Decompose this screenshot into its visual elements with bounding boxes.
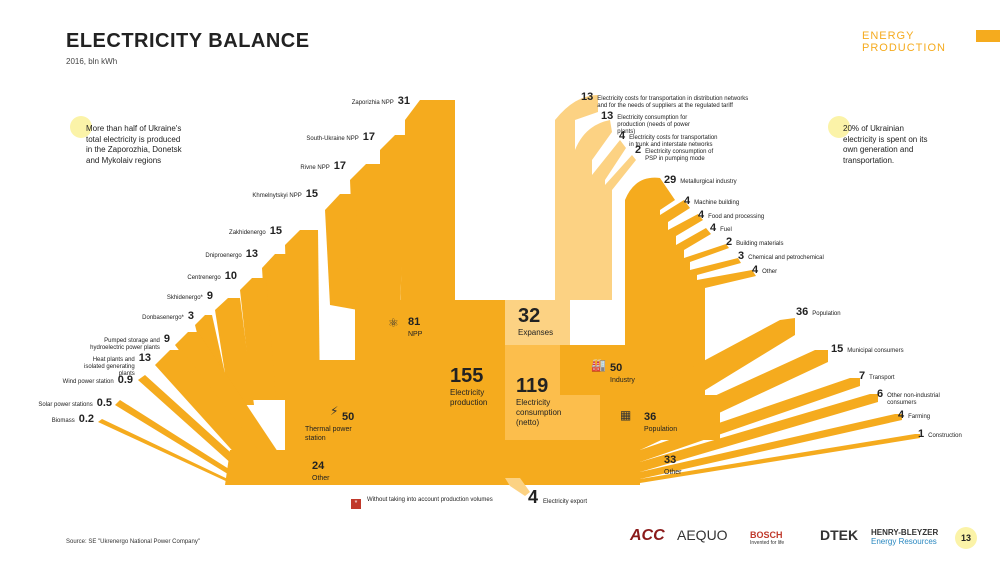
logo-henry-bleyzer: HENRY-BLEYZER Energy Resources [871, 528, 939, 546]
label-solar: Solar power stations 0.5 [38, 397, 112, 409]
label-heat: Heat plants and isolated generating plan… [84, 352, 151, 377]
label-exp-psp: 2 Electricity consumption of PSP in pumpi… [635, 144, 714, 162]
flow-metallurgy [625, 177, 675, 345]
label-pumped: Pumped storage and hydroelectric power p… [90, 333, 170, 351]
hub-other-left: 24 Other [312, 460, 330, 482]
label-machine: 4 Machine building [684, 195, 740, 207]
label-zaporizhia: Zaporizhia NPP 31 [351, 95, 410, 107]
flow-construction [640, 434, 920, 483]
flow-solar [115, 400, 240, 479]
label-fuel: 4 Fuel [710, 222, 732, 234]
label-centrenergo: Centrenergo 10 [187, 270, 237, 282]
hub-industry: 50 Industry [610, 362, 635, 384]
other-right-block [505, 440, 640, 485]
note-circle-left [70, 116, 92, 138]
label-chemical: 3 Chemical and petrochemical [738, 250, 824, 262]
label-exp-production: 13 Electricity consumption for production… [601, 110, 690, 135]
footnote-mark: * [351, 499, 361, 509]
flow-fuel [676, 228, 711, 350]
flow-food [668, 214, 703, 345]
label-metallurgy: 29 Metallurgical industry [664, 174, 737, 186]
logo-aequo: AEQUO [677, 527, 728, 543]
label-other-nonind: 6 Other non-industrial consumers [877, 388, 940, 406]
hub-thermal: 50 Thermal power station [305, 411, 355, 442]
label-biomass: Biomass 0.2 [51, 413, 94, 425]
hub-production: 155 Electricity production [450, 365, 488, 407]
hub-consumption: 119 Electricity consumption (netto) [516, 375, 562, 427]
flow-transport [640, 378, 860, 462]
flow-other-nonind [640, 394, 878, 472]
label-farming: 4 Farming [898, 409, 931, 421]
label-building: 2 Building materials [726, 236, 784, 248]
expanses-block [505, 300, 570, 345]
label-exp-trunk: 4 Electricity costs for transportation in… [619, 130, 718, 148]
production-block [440, 300, 506, 485]
hub-npp: 81 NPP [408, 316, 423, 338]
flow-exp-distribution [555, 95, 598, 300]
flow-wind [138, 375, 250, 474]
house-icon: ▦ [620, 408, 632, 422]
flow-rivne [350, 164, 382, 305]
page-subtitle: 2016, bln kWh [66, 57, 118, 66]
factory-icon: 🏭 [591, 358, 606, 372]
flow-zaporizhia [400, 100, 455, 305]
flow-export [505, 478, 530, 496]
flow-biomass [98, 419, 232, 483]
source-text: Source: SE "Ukrenergo National Power Com… [66, 539, 200, 545]
label-food: 4 Food and processing [698, 209, 765, 221]
label-donbasenergo: Donbasenergo* 3 [142, 310, 194, 322]
logo-bosch: BOSCH Invented for life [750, 530, 785, 546]
label-dniproenergo: Dniproenergo 13 [205, 248, 258, 260]
page-number: 13 [955, 527, 977, 549]
label-rivne: Rivne NPP 17 [300, 160, 346, 172]
label-skhidenergo: Skhidenergo* 9 [166, 290, 213, 302]
footnote-text: Without taking into account production v… [367, 497, 493, 503]
logo-acc: ACC [630, 527, 665, 544]
flow-khmelnytskyi [325, 194, 358, 310]
label-south-ukraine: South-Ukraine NPP 17 [306, 131, 375, 143]
lightning-icon: ⚡ [330, 404, 339, 418]
section-label: ENERGY PRODUCTION [862, 30, 946, 54]
label-construction: 1 Construction [918, 428, 962, 440]
flow-exp-production [575, 120, 612, 300]
flow-skhidenergo [215, 298, 254, 405]
label-khmelnytskyi: Khmelnytskyi NPP 15 [252, 188, 318, 200]
hub-expanses: 32 Expanses [518, 305, 554, 337]
hub-other-right: 33 Other [664, 454, 682, 476]
label-population: 36 Population [796, 306, 841, 318]
hub-population: 36 Population [644, 411, 678, 433]
note-right: 20% of Ukrainian electricity is spent on… [843, 124, 928, 165]
flow-machine [660, 200, 690, 345]
flow-farming [640, 414, 902, 479]
flow-building [684, 244, 729, 355]
flow-exp-psp [605, 155, 636, 300]
logo-dtek: DTEK [820, 527, 859, 543]
label-zakhidenergo: Zakhidenergo 15 [229, 225, 282, 237]
note-left: More than half of Ukraine's total electr… [86, 124, 182, 165]
note-circle-right [828, 116, 850, 138]
section-bar [976, 30, 1000, 42]
label-transport: 7 Transport [859, 370, 895, 382]
page-title: ELECTRICITY BALANCE [66, 30, 310, 52]
label-municipal: 15 Municipal consumers [831, 343, 904, 355]
label-ind-other: 4 Other [752, 264, 778, 276]
flow-heat [155, 350, 270, 468]
atom-icon: ⚛ [388, 316, 399, 330]
flow-exp-trunk [592, 140, 626, 300]
label-wind: Wind power station 0.9 [62, 374, 133, 386]
label-exp-distribution: 13 Electricity costs for transportation i… [581, 91, 749, 109]
other-left-block [225, 450, 505, 485]
flow-south-ukraine [380, 135, 410, 300]
flow-pumped [175, 332, 280, 460]
label-export: 4 Electricity export [528, 487, 588, 507]
population-block [600, 395, 720, 440]
